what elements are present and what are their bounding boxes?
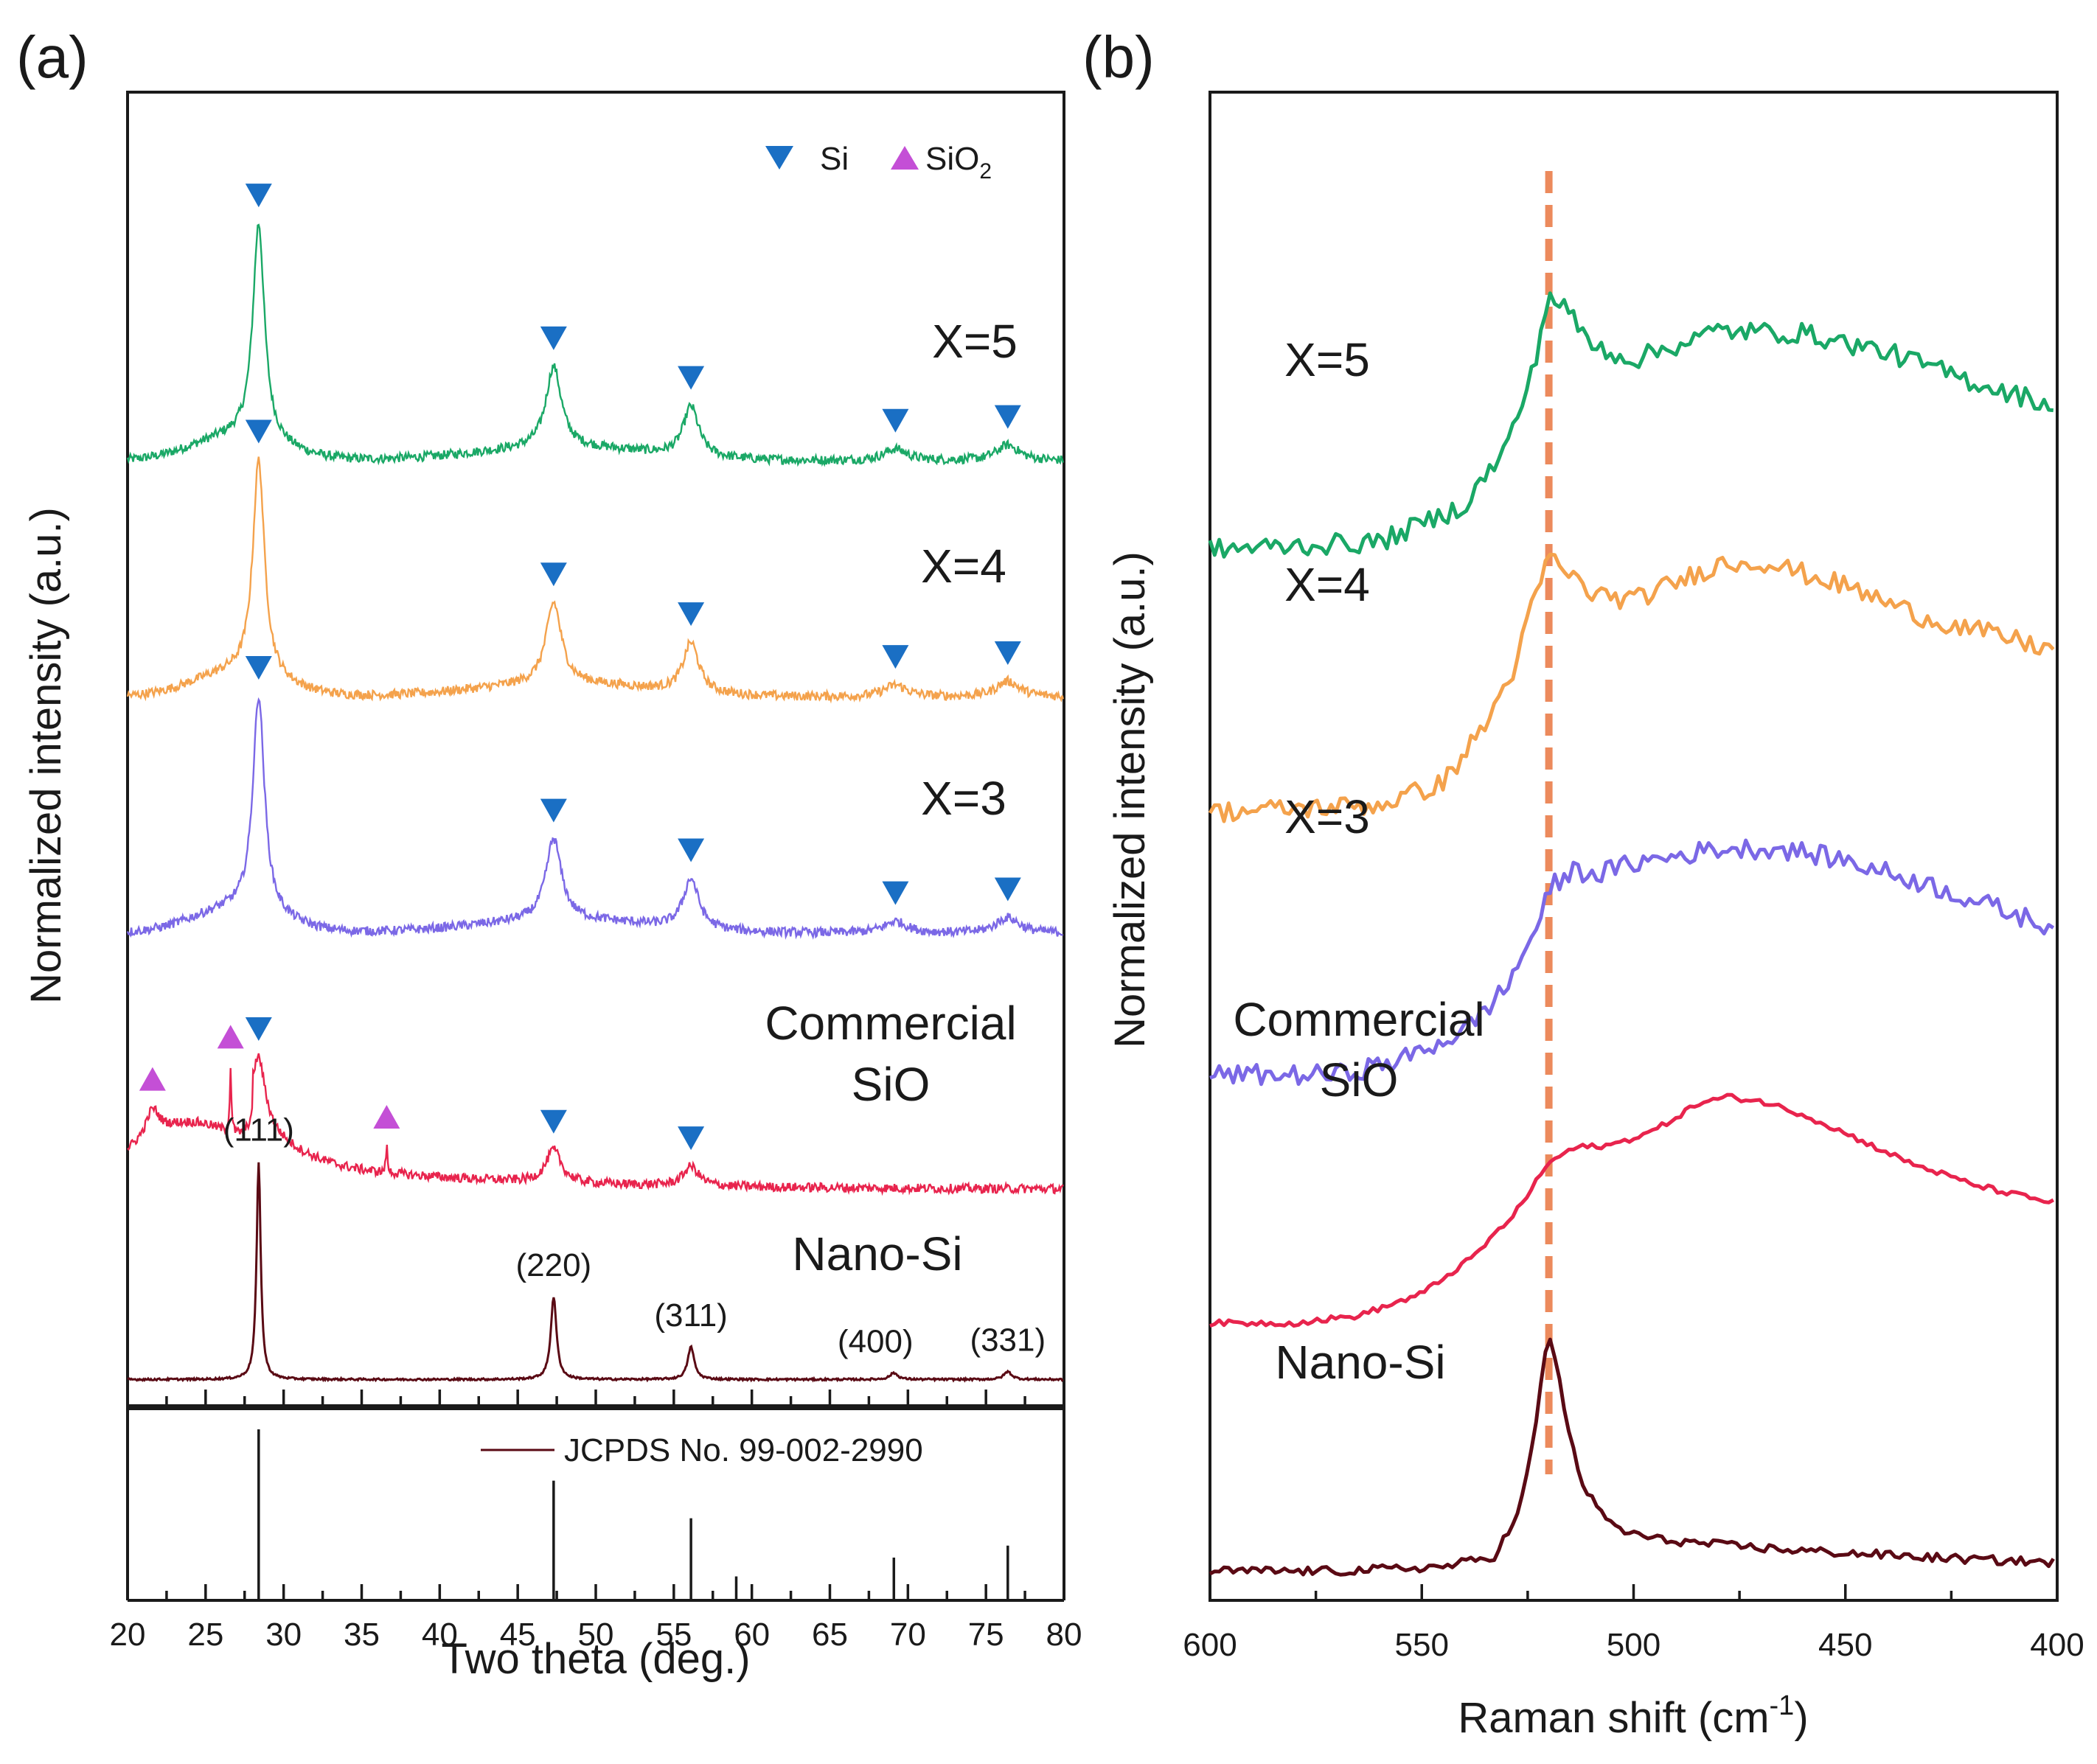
hkl-label: (331) bbox=[970, 1322, 1046, 1359]
x-tick-label: 75 bbox=[968, 1617, 1004, 1653]
si-peak-marker-icon bbox=[994, 641, 1021, 666]
xrd-curve-4 bbox=[127, 1162, 1064, 1383]
legend-sio2-label: SiO2 bbox=[925, 141, 992, 184]
raman-curve-0 bbox=[1208, 291, 2054, 559]
si-peak-marker-icon bbox=[245, 419, 272, 444]
x-tick-label: 65 bbox=[812, 1617, 848, 1653]
panel-a-y-axis-label: Normalized intensity (a.u.) bbox=[22, 507, 70, 1004]
panel-a-label: (a) bbox=[16, 24, 88, 90]
panel-a-reference-sticks bbox=[257, 1429, 1009, 1600]
hkl-label: (220) bbox=[515, 1247, 591, 1283]
x-tick-label: 80 bbox=[1046, 1617, 1082, 1653]
x-tick-label: 35 bbox=[344, 1617, 380, 1653]
legend-sio2-triangle-icon bbox=[891, 146, 919, 170]
panel-b-curves bbox=[1208, 291, 2055, 1577]
si-peak-marker-icon bbox=[245, 1017, 272, 1041]
b-label-x4: X=4 bbox=[1284, 558, 1370, 611]
xrd-curve-0 bbox=[126, 223, 1064, 467]
raman-curve-3 bbox=[1209, 1092, 2055, 1328]
hkl-label: (400) bbox=[838, 1323, 914, 1359]
a-label-commercial-line2: SiO bbox=[852, 1058, 931, 1111]
x-tick-label: 600 bbox=[1183, 1627, 1237, 1663]
raman-curve-1 bbox=[1208, 552, 2055, 823]
x-tick-label: 40 bbox=[422, 1617, 458, 1653]
panel-a-curves bbox=[126, 223, 1064, 1383]
b-label-x5: X=5 bbox=[1284, 333, 1370, 386]
sio2-peak-marker-icon bbox=[373, 1104, 400, 1129]
a-label-x4: X=4 bbox=[921, 540, 1006, 593]
panel-b-x-axis-text: Raman shift (cm bbox=[1458, 1694, 1769, 1742]
panel-a-x-axis-label: Two theta (deg.) bbox=[441, 1635, 750, 1683]
a-label-commercial-line1: Commercial bbox=[765, 997, 1016, 1050]
panel-b-x-axis-label: Raman shift (cm-1) bbox=[1458, 1690, 1808, 1742]
si-peak-marker-icon bbox=[245, 184, 272, 208]
x-tick-label: 400 bbox=[2030, 1627, 2084, 1663]
si-peak-marker-icon bbox=[540, 798, 567, 823]
panel-a-legend: Si SiO2 bbox=[765, 141, 992, 184]
x-tick-label: 50 bbox=[578, 1617, 614, 1653]
x-tick-label: 70 bbox=[890, 1617, 926, 1653]
panel-a-x-ticks bbox=[126, 1390, 1065, 1602]
panel-b-x-tick-labels: 600 550 500 450 400 bbox=[1183, 1627, 2084, 1663]
raman-curve-4 bbox=[1209, 1337, 2055, 1577]
si-peak-marker-icon bbox=[245, 655, 272, 680]
panel-b-label: (b) bbox=[1082, 24, 1155, 90]
b-label-commercial-line2: SiO bbox=[1320, 1053, 1399, 1106]
si-peak-marker-icon bbox=[882, 408, 909, 433]
legend-si-label: Si bbox=[820, 141, 849, 177]
panel-a-x-tick-labels: 20 25 30 35 40 45 50 55 60 65 70 75 80 bbox=[110, 1617, 1082, 1653]
b-label-nanosi: Nano-Si bbox=[1275, 1336, 1445, 1389]
hkl-label: (111) bbox=[223, 1112, 294, 1148]
si-peak-marker-icon bbox=[678, 602, 705, 627]
si-peak-marker-icon bbox=[678, 1126, 705, 1151]
si-peak-marker-icon bbox=[994, 405, 1021, 429]
b-label-commercial-line1: Commercial bbox=[1233, 993, 1484, 1046]
x-tick-label: 550 bbox=[1395, 1627, 1449, 1663]
x-tick-label: 45 bbox=[500, 1617, 536, 1653]
panel-a-peak-markers bbox=[139, 184, 1021, 1151]
panel-a-xrd: (a) 20 25 30 35 40 45 50 55 60 65 70 75 80 Two theta… bbox=[16, 24, 1082, 1683]
b-label-x3: X=3 bbox=[1284, 790, 1370, 843]
a-label-x3: X=3 bbox=[921, 772, 1006, 825]
sio2-peak-marker-icon bbox=[217, 1025, 244, 1049]
si-peak-marker-icon bbox=[540, 1109, 567, 1134]
x-tick-label: 30 bbox=[265, 1617, 302, 1653]
panel-b-raman: (b) 600 550 500 450 400 Raman shift (cm-1) N… bbox=[1082, 24, 2084, 1742]
x-tick-label: 500 bbox=[1607, 1627, 1660, 1663]
hkl-label: (311) bbox=[654, 1297, 727, 1334]
panel-b-x-ticks bbox=[1209, 1584, 2059, 1600]
panel-b-x-axis-end: ) bbox=[1794, 1694, 1808, 1742]
si-peak-marker-icon bbox=[994, 877, 1021, 902]
si-peak-marker-icon bbox=[678, 838, 705, 862]
x-tick-label: 60 bbox=[734, 1617, 770, 1653]
si-peak-marker-icon bbox=[882, 645, 909, 669]
si-peak-marker-icon bbox=[882, 881, 909, 905]
xrd-curve-3 bbox=[127, 1053, 1064, 1196]
x-tick-label: 55 bbox=[655, 1617, 692, 1653]
x-tick-label: 20 bbox=[110, 1617, 146, 1653]
a-label-x5: X=5 bbox=[932, 315, 1018, 368]
xrd-curve-1 bbox=[126, 456, 1064, 704]
panel-b-x-axis-superscript: -1 bbox=[1770, 1690, 1795, 1721]
sio2-peak-marker-icon bbox=[139, 1067, 166, 1091]
x-tick-label: 450 bbox=[1818, 1627, 1872, 1663]
si-peak-marker-icon bbox=[540, 326, 567, 350]
si-peak-marker-icon bbox=[540, 562, 567, 587]
legend-si-triangle-icon bbox=[765, 146, 793, 170]
xrd-curve-2 bbox=[126, 697, 1064, 940]
a-label-nanosi: Nano-Si bbox=[792, 1227, 962, 1280]
panel-a-frame bbox=[126, 91, 1065, 1410]
panel-a-hkl-labels: (111) (220) (311) (400) (331) bbox=[223, 1112, 1046, 1360]
x-tick-label: 25 bbox=[187, 1617, 223, 1653]
legend-sio2-subscript: 2 bbox=[979, 159, 992, 184]
panel-b-y-axis-label: Normalized intensity (a.u.) bbox=[1106, 551, 1154, 1048]
si-peak-marker-icon bbox=[678, 366, 705, 390]
legend-sio2-text: SiO bbox=[925, 141, 979, 177]
raman-curve-2 bbox=[1209, 838, 2055, 1087]
reference-legend-label: JCPDS No. 99-002-2990 bbox=[564, 1432, 923, 1468]
